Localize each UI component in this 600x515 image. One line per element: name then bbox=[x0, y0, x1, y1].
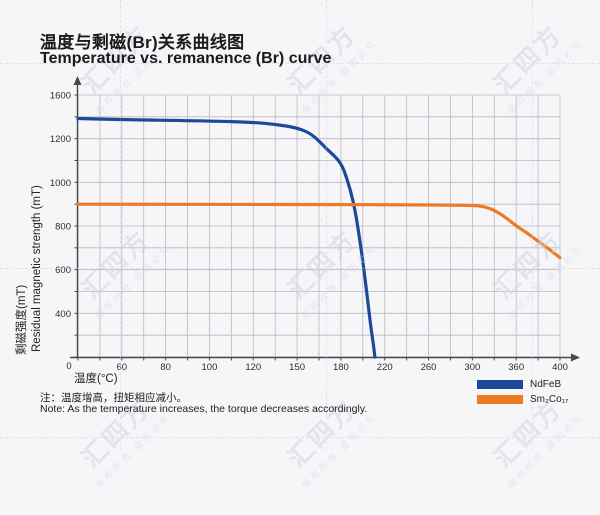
chart-card: 温度与剩磁(Br)关系曲线图 Temperature vs. remanence… bbox=[0, 0, 600, 490]
note-en: Note: As the temperature increases, the … bbox=[40, 403, 368, 415]
legend-item-sm2co17: Sm₂Co₁₇ bbox=[477, 394, 568, 405]
page-title-zh: 温度与剩磁(Br)关系曲线图 bbox=[40, 33, 245, 52]
curve-NdFeB bbox=[76, 116, 377, 359]
legend-label-sm2co17: Sm₂Co₁₇ bbox=[530, 394, 569, 405]
legend-swatch-sm2co17 bbox=[477, 395, 523, 404]
y-tick-label: 1200 bbox=[50, 134, 71, 145]
y-axis-title-zh: 剩磁强度(mT) bbox=[16, 284, 28, 355]
y-tick-label: 1600 bbox=[50, 91, 71, 102]
y-tick-label: 400 bbox=[55, 309, 71, 320]
legend-label-ndfeb: NdFeB bbox=[530, 379, 562, 390]
x-tick-label: 260 bbox=[421, 362, 437, 373]
br-temperature-chart: 60 80 100 120 150 180 220 260 300 360 400 400 600 800… bbox=[50, 76, 580, 374]
note-zh: 注：温度增高，扭矩相应减小。 bbox=[40, 392, 187, 404]
x-tick-label: 180 bbox=[333, 362, 349, 373]
x-tick-label: 100 bbox=[202, 362, 218, 373]
legend-swatch-ndfeb bbox=[477, 380, 523, 389]
y-axis-title-en: Residual magnetic strength (mT) bbox=[31, 185, 43, 352]
y-tick-label: 1000 bbox=[50, 178, 71, 189]
x-tick-label: 150 bbox=[289, 362, 305, 373]
curve-Sm2Co17 bbox=[76, 202, 562, 260]
y-axis-arrow bbox=[73, 76, 82, 85]
y-tick-label: 600 bbox=[55, 265, 71, 276]
x-tick-label: 120 bbox=[245, 362, 261, 373]
x-tick-label: 400 bbox=[552, 362, 568, 373]
y-tick-label: 800 bbox=[55, 222, 71, 233]
grid bbox=[77, 94, 561, 358]
page-title-en: Temperature vs. remanence (Br) curve bbox=[40, 50, 332, 67]
legend-item-ndfeb: NdFeB bbox=[477, 379, 568, 390]
x-tick-label: 220 bbox=[377, 362, 393, 373]
x-tick-label: 80 bbox=[160, 362, 171, 373]
x-tick-label: 360 bbox=[508, 362, 524, 373]
legend: NdFeB Sm₂Co₁₇ bbox=[477, 379, 568, 409]
axes bbox=[70, 76, 580, 362]
origin-label: 0 bbox=[66, 361, 71, 372]
axis-ticks bbox=[74, 94, 561, 361]
x-tick-label: 60 bbox=[117, 362, 128, 373]
x-tick-label: 300 bbox=[464, 362, 480, 373]
tick-labels: 60 80 100 120 150 180 220 260 300 360 400 400 600 800… bbox=[50, 91, 568, 374]
x-axis-arrow bbox=[571, 353, 580, 362]
x-axis-title: 温度(°C) bbox=[74, 373, 118, 385]
